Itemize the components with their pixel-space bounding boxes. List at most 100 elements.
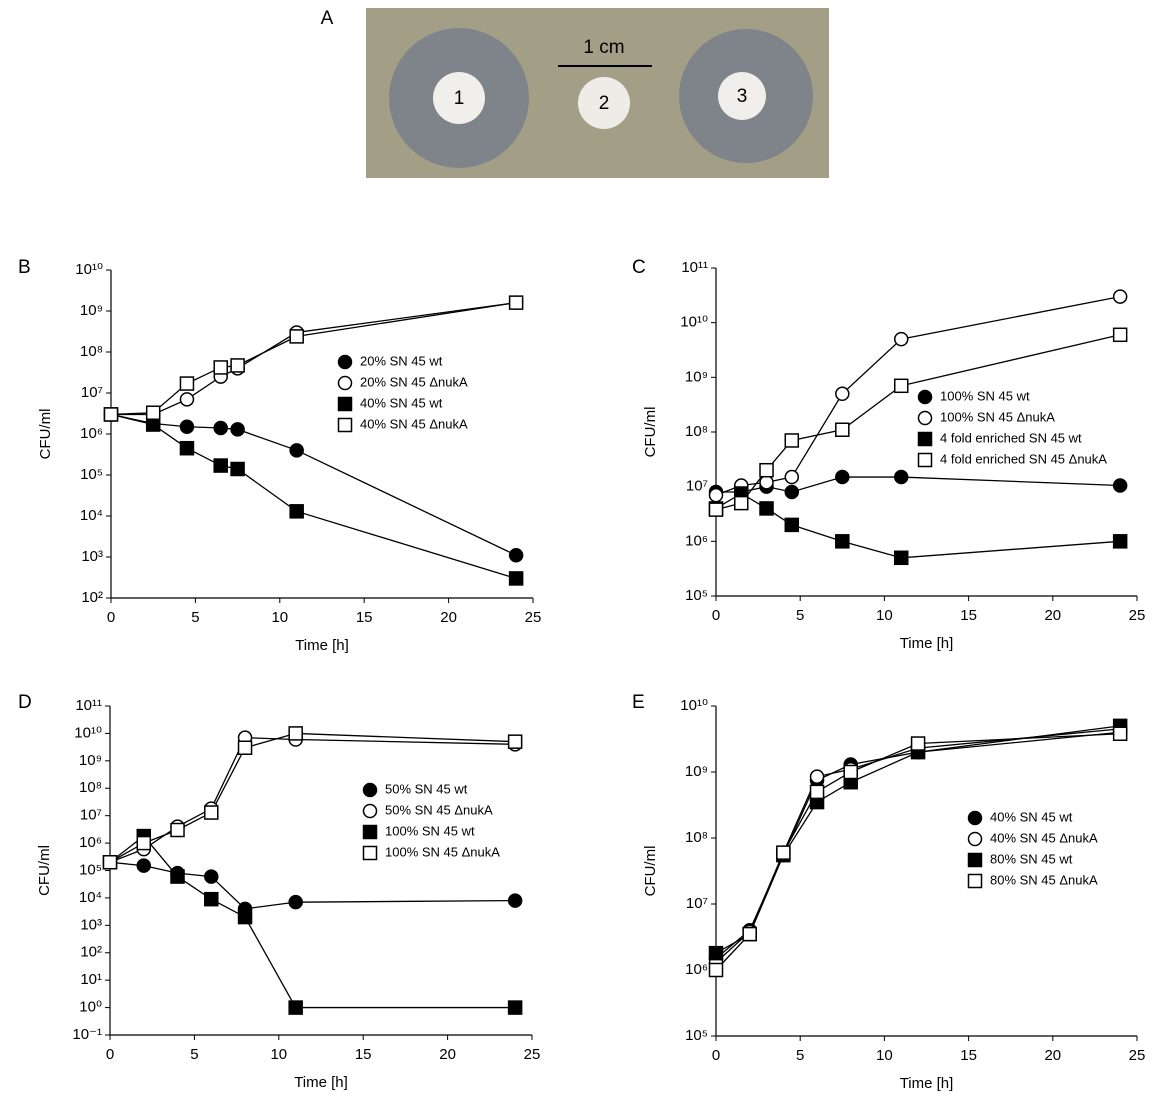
marker xyxy=(179,392,195,407)
marker xyxy=(784,517,800,533)
y-tick-label: 10¹¹ xyxy=(75,697,102,714)
marker xyxy=(102,854,118,870)
marker xyxy=(508,571,524,586)
legend-marker xyxy=(917,389,933,405)
x-tick-label: 10 xyxy=(876,1047,893,1064)
x-tick-label: 25 xyxy=(524,1046,541,1063)
x-tick-label: 20 xyxy=(439,1046,456,1063)
marker xyxy=(708,502,724,517)
y-tick-label: 10⁷ xyxy=(80,807,102,824)
series-line xyxy=(715,492,1121,559)
y-axis-label: CFU/ml xyxy=(642,846,659,897)
series-line xyxy=(110,413,517,580)
marker xyxy=(835,469,850,485)
marker xyxy=(507,1000,523,1015)
legend-marker xyxy=(967,852,983,868)
y-tick-label: 10⁹ xyxy=(685,763,708,780)
marker xyxy=(170,822,185,838)
x-tick-label: 10 xyxy=(876,607,893,624)
panel-label: E xyxy=(632,692,645,713)
panel-label: A xyxy=(321,8,334,29)
chart: B 10² 10³ 10⁴ 10⁵ 10⁶ 10⁷ 10⁸ 10⁹ 10¹⁰ 0 5 10 15 20 25 T… xyxy=(18,257,541,654)
panel-label: C xyxy=(632,257,646,278)
series-line xyxy=(109,732,516,863)
legend-marker xyxy=(967,810,983,826)
legend-marker xyxy=(337,417,353,433)
legend-label: 100% SN 45 wt xyxy=(940,388,1030,403)
legend-marker xyxy=(362,782,378,798)
disk-label: 1 xyxy=(454,88,465,109)
chart: E 10⁵ 10⁶ 10⁷ 10⁸ 10⁹ 10¹⁰ 0 5 10 15 20 25 Time [h] CF… xyxy=(632,692,1145,1092)
chart: D 10⁻¹ 10⁰ 10¹ 10² 10³ 10⁴ 10⁵ 10⁶ 10⁷ 10⁸ 10⁹ 10¹⁰ 1… xyxy=(18,692,540,1091)
legend-label: 40% SN 45 wt xyxy=(990,809,1073,824)
y-tick-label: 10⁶ xyxy=(685,961,708,978)
series-line xyxy=(109,835,516,1009)
legend-label: 4 fold enriched SN 45 wt xyxy=(940,430,1082,445)
y-tick-label: 10⁶ xyxy=(685,532,708,549)
marker xyxy=(835,422,850,437)
marker xyxy=(289,329,304,344)
marker xyxy=(843,764,858,780)
y-tick-label: 10⁹ xyxy=(80,302,103,319)
legend-marker xyxy=(967,831,983,847)
x-tick-label: 0 xyxy=(106,1046,114,1063)
y-tick-label: 10⁵ xyxy=(685,1027,708,1044)
legend-label: 80% SN 45 ΔnukA xyxy=(990,872,1098,887)
legend-label: 40% SN 45 wt xyxy=(360,395,443,410)
y-tick-label: 10⁷ xyxy=(81,384,103,401)
marker xyxy=(204,891,219,907)
y-tick-label: 10² xyxy=(81,589,103,606)
legend-marker xyxy=(362,803,378,819)
y-tick-label: 10⁶ xyxy=(80,425,103,442)
marker xyxy=(708,962,724,978)
marker xyxy=(759,501,774,516)
x-tick-label: 10 xyxy=(270,1046,287,1063)
marker xyxy=(288,1000,303,1015)
marker xyxy=(288,726,303,741)
marker xyxy=(508,295,524,310)
marker xyxy=(835,386,850,402)
marker xyxy=(237,740,253,756)
marker xyxy=(893,378,909,394)
panel-label: D xyxy=(18,692,32,713)
marker xyxy=(507,734,523,749)
x-tick-label: 5 xyxy=(191,609,199,626)
marker xyxy=(204,805,219,820)
marker xyxy=(759,475,774,490)
marker xyxy=(213,360,228,375)
x-tick-label: 25 xyxy=(1129,607,1146,624)
legend-label: 100% SN 45 ΔnukA xyxy=(940,409,1055,424)
disk-label: 2 xyxy=(599,93,610,114)
marker xyxy=(708,945,724,961)
marker xyxy=(288,894,303,910)
x-tick-label: 5 xyxy=(796,607,804,624)
legend-marker xyxy=(917,452,933,468)
x-tick-label: 0 xyxy=(712,1047,720,1064)
marker xyxy=(1112,327,1128,343)
marker xyxy=(1112,534,1128,549)
marker xyxy=(103,407,119,422)
marker xyxy=(809,769,825,784)
y-axis-label: CFU/ml xyxy=(37,409,54,460)
photo-panel: A 1 2 3 1 cm xyxy=(321,8,829,178)
x-axis-label: Time [h] xyxy=(900,1075,954,1092)
x-tick-label: 20 xyxy=(1044,1047,1061,1064)
disk-label: 3 xyxy=(737,86,748,107)
x-tick-label: 20 xyxy=(440,609,457,626)
series-line xyxy=(111,301,517,416)
legend-label: 100% SN 45 ΔnukA xyxy=(385,844,500,859)
x-tick-label: 0 xyxy=(107,609,115,626)
series-line xyxy=(110,301,517,416)
y-tick-label: 10³ xyxy=(80,916,102,933)
x-tick-label: 15 xyxy=(355,1046,372,1063)
y-tick-label: 10⁸ xyxy=(80,343,103,360)
legend-label: 80% SN 45 wt xyxy=(990,851,1073,866)
marker xyxy=(230,461,245,477)
legend-marker xyxy=(362,824,378,840)
series-line xyxy=(110,413,517,556)
x-axis-label: Time [h] xyxy=(900,635,954,652)
legend-marker xyxy=(917,431,933,447)
marker xyxy=(759,462,774,478)
legend-label: 4 fold enriched SN 45 ΔnukA xyxy=(940,451,1107,466)
